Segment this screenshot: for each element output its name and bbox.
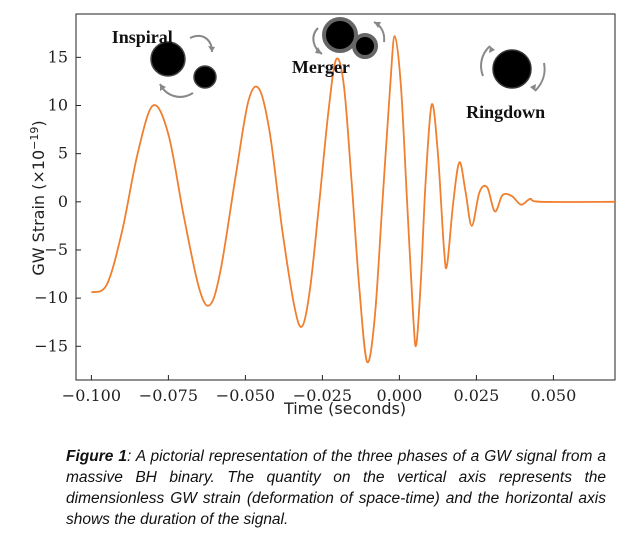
x-tick-label: −0.075 [139,386,198,405]
caption-text: : A pictorial representation of the thre… [66,448,606,528]
y-tick-label: −5 [44,240,68,259]
x-axis-label: Time (seconds) [283,399,406,418]
y-tick-label: −10 [34,288,68,307]
gw-strain-chart: 15 10 5 0 −5 −10 −15 −0.100 −0.075 −0.050 −0.025 0… [28,13,616,418]
caption-label: Figure 1 [66,448,127,465]
x-tick-label: −0.050 [216,386,275,405]
x-tick-label: −0.100 [62,386,121,405]
merger-black-holes-icon [312,17,386,59]
y-tick-label: 10 [48,96,68,115]
plot-frame [75,13,616,381]
x-tick-label: 0.025 [453,386,499,405]
figure-caption: Figure 1: A pictorial representation of … [66,446,606,530]
y-tick-label: −15 [34,336,68,355]
ringdown-black-hole-icon [480,45,546,92]
gw-strain-series-line [91,35,616,364]
y-axis-label: GW Strain (×10−19) [28,120,48,275]
x-tick-label: 0.050 [530,386,576,405]
x-tick-label: 0.000 [376,386,422,405]
inspiral-black-holes-icon [150,34,217,98]
y-axis-ticks: 15 10 5 0 −5 −10 −15 [34,47,81,355]
phase-label-ringdown: Ringdown [466,102,545,122]
phase-label-merger: Merger [292,57,350,77]
phase-annotations: Inspiral Merger Ringdown [112,27,545,122]
x-tick-label: −0.025 [293,386,352,405]
x-axis-ticks: −0.100 −0.075 −0.050 −0.025 0.000 0.025 0.050 [62,375,576,405]
y-tick-label: 0 [58,192,68,211]
series-lines [91,35,616,364]
y-tick-label: 5 [58,144,68,163]
y-tick-label: 15 [48,47,68,66]
phase-label-inspiral: Inspiral [112,27,173,47]
